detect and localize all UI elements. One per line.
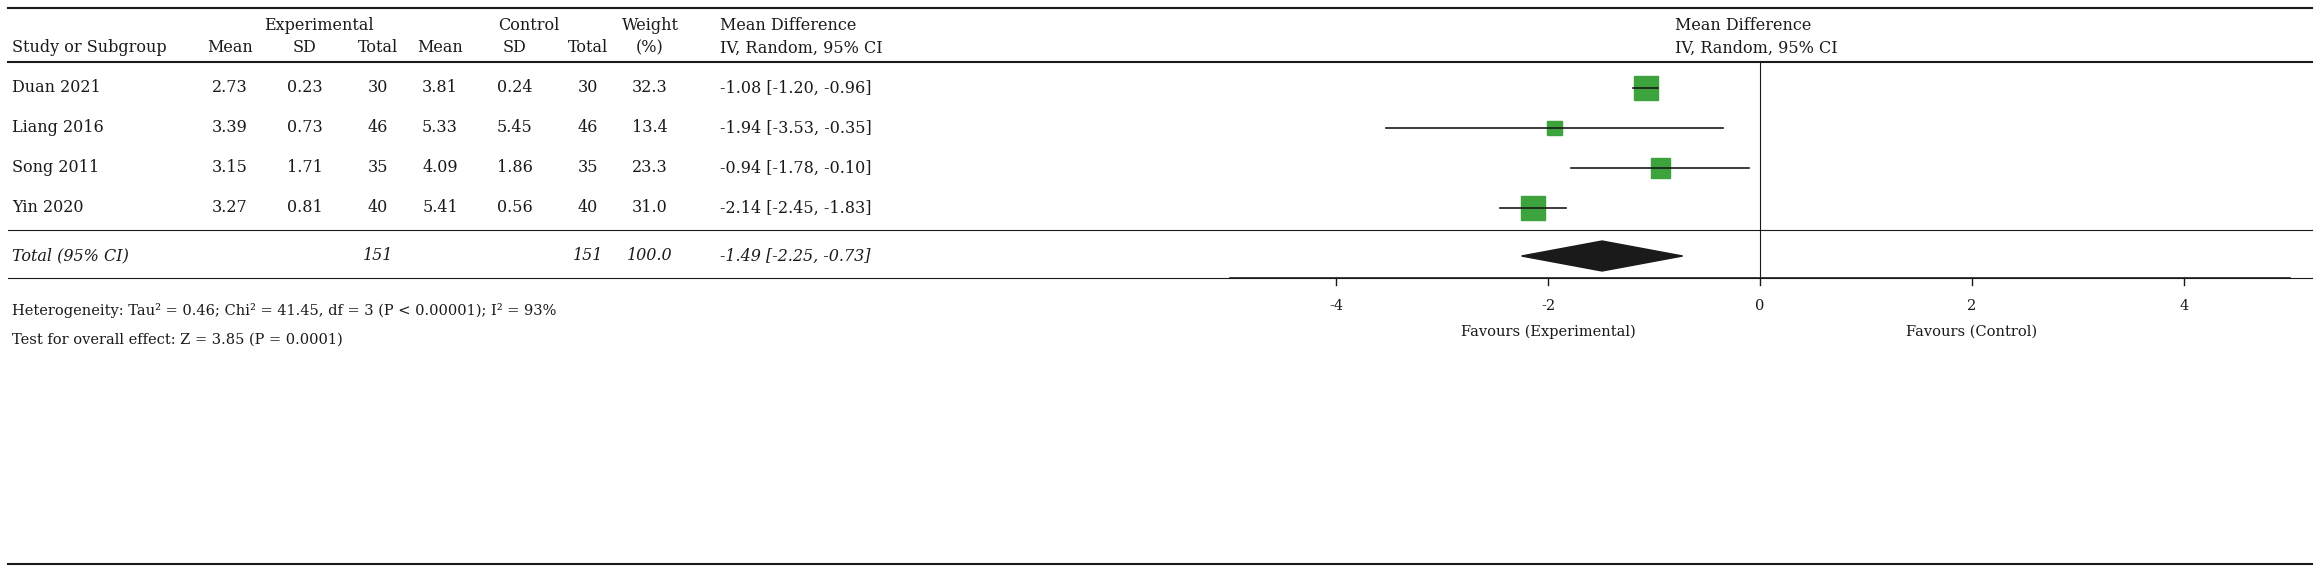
Text: SD: SD (503, 39, 527, 57)
Text: SD: SD (292, 39, 318, 57)
Text: 40: 40 (369, 200, 387, 216)
Text: -2: -2 (1540, 299, 1554, 313)
Text: 4.09: 4.09 (422, 160, 457, 177)
Text: 13.4: 13.4 (631, 120, 668, 137)
Bar (1547, 121, 1561, 136)
Text: 31.0: 31.0 (631, 200, 668, 216)
Text: Liang 2016: Liang 2016 (12, 120, 104, 137)
Text: 32.3: 32.3 (631, 80, 668, 97)
Bar (1650, 158, 1670, 178)
Text: Mean: Mean (206, 39, 253, 57)
Text: Total: Total (357, 39, 399, 57)
Text: Total: Total (568, 39, 608, 57)
Text: 0: 0 (1756, 299, 1766, 313)
Text: Mean: Mean (418, 39, 464, 57)
Text: Mean Difference: Mean Difference (1675, 18, 1812, 34)
Text: 2: 2 (1967, 299, 1977, 313)
Text: 46: 46 (578, 120, 599, 137)
Text: -1.94 [-3.53, -0.35]: -1.94 [-3.53, -0.35] (719, 120, 872, 137)
Text: 2.73: 2.73 (211, 80, 248, 97)
Text: 46: 46 (369, 120, 387, 137)
Bar (1522, 196, 1545, 220)
Text: 0.73: 0.73 (288, 120, 322, 137)
Text: 0.24: 0.24 (496, 80, 534, 97)
Text: 35: 35 (369, 160, 387, 177)
Text: -1.08 [-1.20, -0.96]: -1.08 [-1.20, -0.96] (719, 80, 872, 97)
Text: Mean Difference: Mean Difference (719, 18, 856, 34)
Text: Control: Control (499, 18, 559, 34)
Text: 5.41: 5.41 (422, 200, 457, 216)
Text: Song 2011: Song 2011 (12, 160, 100, 177)
Text: 5.33: 5.33 (422, 120, 457, 137)
Text: -0.94 [-1.78, -0.10]: -0.94 [-1.78, -0.10] (719, 160, 872, 177)
Text: 4: 4 (2178, 299, 2188, 313)
Text: 35: 35 (578, 160, 599, 177)
Text: -2.14 [-2.45, -1.83]: -2.14 [-2.45, -1.83] (719, 200, 872, 216)
Text: Total (95% CI): Total (95% CI) (12, 248, 130, 264)
Text: -4: -4 (1329, 299, 1343, 313)
Text: Study or Subgroup: Study or Subgroup (12, 39, 167, 57)
Text: IV, Random, 95% CI: IV, Random, 95% CI (719, 39, 882, 57)
Text: 3.81: 3.81 (422, 80, 457, 97)
Text: 23.3: 23.3 (631, 160, 668, 177)
Text: 0.56: 0.56 (496, 200, 534, 216)
Text: 1.71: 1.71 (288, 160, 322, 177)
Text: Weight: Weight (622, 18, 677, 34)
Text: 3.27: 3.27 (211, 200, 248, 216)
Text: 30: 30 (369, 80, 387, 97)
Text: 151: 151 (573, 248, 603, 264)
Text: -1.49 [-2.25, -0.73]: -1.49 [-2.25, -0.73] (719, 248, 870, 264)
Text: Test for overall effect: Z = 3.85 (P = 0.0001): Test for overall effect: Z = 3.85 (P = 0… (12, 333, 343, 347)
Text: Yin 2020: Yin 2020 (12, 200, 84, 216)
Text: 40: 40 (578, 200, 599, 216)
Text: 5.45: 5.45 (496, 120, 534, 137)
Text: 30: 30 (578, 80, 599, 97)
Text: Experimental: Experimental (264, 18, 374, 34)
Text: 0.81: 0.81 (288, 200, 322, 216)
Text: 3.15: 3.15 (211, 160, 248, 177)
Text: 3.39: 3.39 (211, 120, 248, 137)
Text: Duan 2021: Duan 2021 (12, 80, 100, 97)
Text: 1.86: 1.86 (496, 160, 534, 177)
Text: (%): (%) (636, 39, 664, 57)
Text: 100.0: 100.0 (626, 248, 673, 264)
Text: 0.23: 0.23 (288, 80, 322, 97)
Bar (1633, 76, 1656, 100)
Text: 151: 151 (362, 248, 392, 264)
Polygon shape (1522, 241, 1682, 271)
Text: Heterogeneity: Tau² = 0.46; Chi² = 41.45, df = 3 (P < 0.00001); I² = 93%: Heterogeneity: Tau² = 0.46; Chi² = 41.45… (12, 303, 557, 317)
Text: Favours (Control): Favours (Control) (1907, 325, 2037, 339)
Text: Favours (Experimental): Favours (Experimental) (1462, 325, 1636, 339)
Text: IV, Random, 95% CI: IV, Random, 95% CI (1675, 39, 1837, 57)
